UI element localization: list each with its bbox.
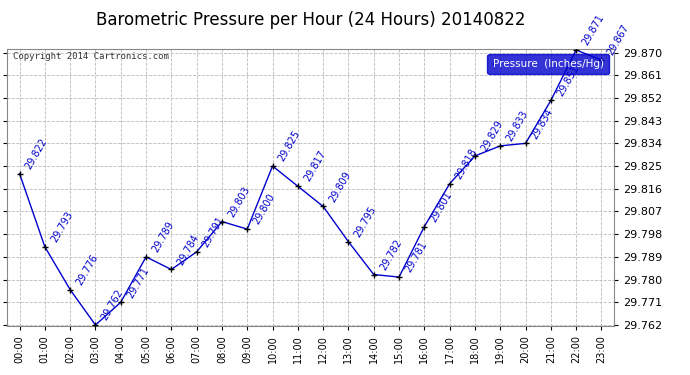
Text: 29.818: 29.818 (454, 147, 480, 181)
Text: 29.803: 29.803 (226, 184, 252, 219)
Text: 29.793: 29.793 (49, 210, 75, 244)
Text: 29.771: 29.771 (125, 265, 150, 300)
Text: 29.762: 29.762 (99, 288, 126, 322)
Text: 29.789: 29.789 (150, 220, 176, 254)
Text: 29.871: 29.871 (580, 13, 606, 47)
Text: Copyright 2014 Cartronics.com: Copyright 2014 Cartronics.com (13, 51, 169, 60)
Legend: Pressure  (Inches/Hg): Pressure (Inches/Hg) (487, 54, 609, 74)
Text: 29.795: 29.795 (353, 204, 378, 239)
Text: 29.822: 29.822 (23, 136, 50, 171)
Text: 29.817: 29.817 (302, 149, 328, 183)
Text: 29.781: 29.781 (403, 240, 428, 274)
Text: Barometric Pressure per Hour (24 Hours) 20140822: Barometric Pressure per Hour (24 Hours) … (96, 11, 525, 29)
Text: 29.867: 29.867 (606, 23, 631, 57)
Text: 29.829: 29.829 (479, 119, 504, 153)
Text: 29.800: 29.800 (251, 192, 277, 226)
Text: 29.809: 29.809 (327, 170, 353, 204)
Text: 29.791: 29.791 (201, 215, 226, 249)
Text: 29.851: 29.851 (555, 63, 580, 98)
Text: 29.782: 29.782 (378, 237, 404, 272)
Text: 29.776: 29.776 (75, 252, 100, 287)
Text: 29.784: 29.784 (175, 232, 201, 267)
Text: 29.825: 29.825 (277, 129, 302, 163)
Text: 29.801: 29.801 (428, 190, 454, 224)
Text: 29.834: 29.834 (530, 106, 555, 141)
Text: 29.833: 29.833 (504, 109, 530, 143)
